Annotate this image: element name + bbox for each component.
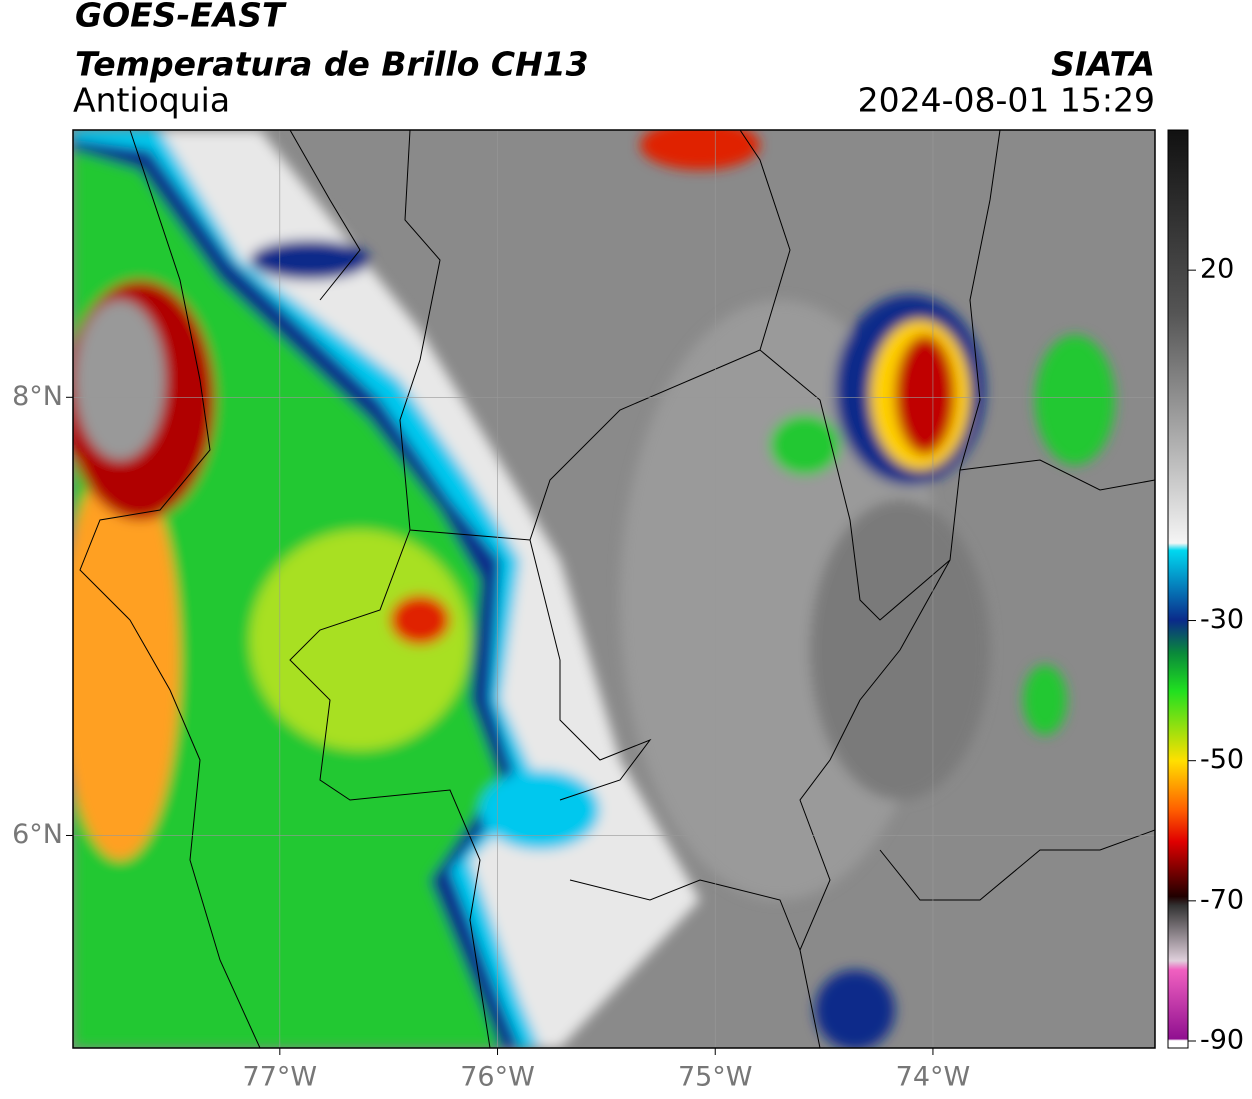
region: Antioquia — [73, 81, 230, 120]
title: GOES-EAST — [75, 0, 287, 35]
x-tick-label: 75°W — [678, 1062, 753, 1093]
colorbar-tick-label: -90 — [1200, 1024, 1244, 1055]
grid — [73, 130, 1155, 1048]
colorbar-tick-label: -50 — [1200, 744, 1244, 775]
x-tick-label: 74°W — [896, 1062, 971, 1093]
datetime: 2024-08-01 15:29 — [858, 81, 1155, 120]
colorbar — [1167, 129, 1189, 1049]
map-frame — [72, 129, 1156, 1049]
subtitle: Temperatura de Brillo CH13 — [75, 45, 589, 84]
colorbar-tick-label: -70 — [1200, 884, 1244, 915]
x-tick-label: 76°W — [460, 1062, 535, 1093]
colorbar-tick-label: -30 — [1200, 604, 1244, 635]
satellite-image — [73, 130, 1155, 1048]
y-tick-label: 6°N — [12, 819, 63, 850]
colorbar-tick-label: 20 — [1200, 254, 1234, 285]
y-tick-label: 8°N — [12, 381, 63, 412]
x-tick-label: 77°W — [243, 1062, 318, 1093]
source: SIATA — [1051, 45, 1155, 84]
